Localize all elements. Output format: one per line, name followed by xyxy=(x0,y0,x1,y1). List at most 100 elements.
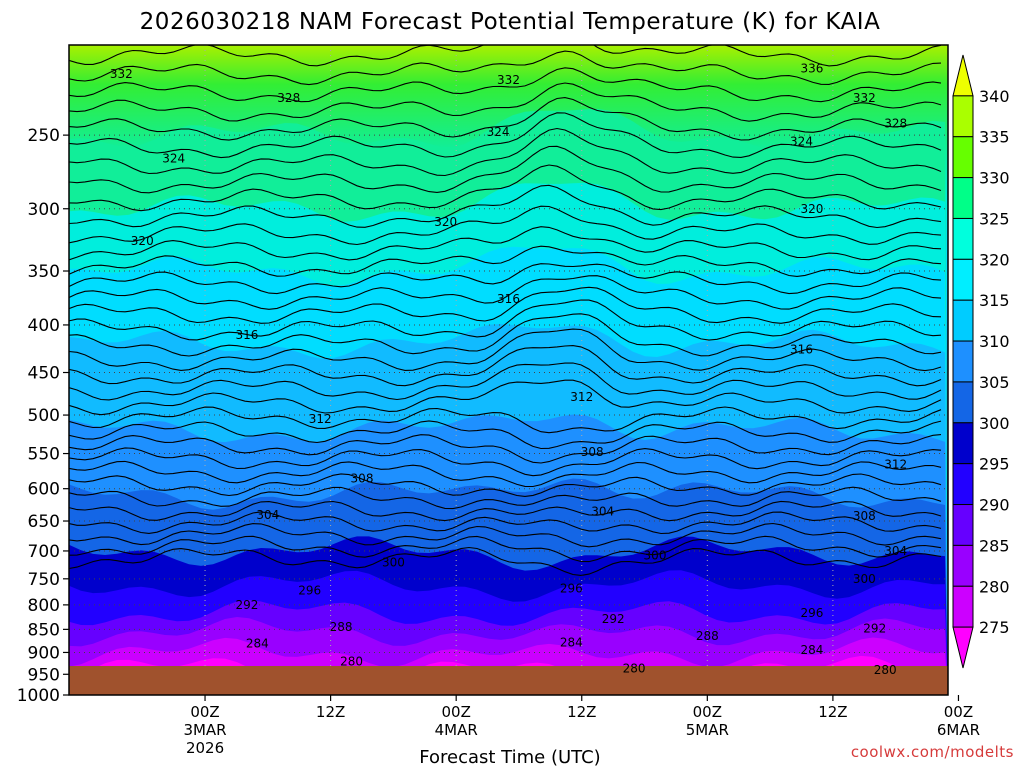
isentrope-line xyxy=(69,511,942,535)
contour-label-text: 308 xyxy=(581,445,604,459)
colorbar-label: 335 xyxy=(979,128,1010,147)
isentrope-line xyxy=(69,500,942,522)
contour-label: 296 xyxy=(298,583,321,597)
colorbar-label: 290 xyxy=(979,496,1010,515)
contour-label: 316 xyxy=(497,292,520,306)
isentrope-line xyxy=(69,473,942,497)
contour-label: 316 xyxy=(235,328,258,342)
contour-label-text: 296 xyxy=(560,581,583,595)
contour-label-text: 316 xyxy=(235,328,258,342)
y-tick-label: 500 xyxy=(28,406,60,426)
colorbar-label: 310 xyxy=(979,332,1010,351)
y-tick-label: 650 xyxy=(28,512,60,532)
x-axis-label: Forecast Time (UTC) xyxy=(419,747,600,768)
isentrope-line xyxy=(69,127,942,177)
contour-label: 324 xyxy=(790,135,813,149)
y-tick-label: 450 xyxy=(28,364,60,384)
y-tick-label: 350 xyxy=(28,262,60,282)
isentrope-line xyxy=(69,45,942,67)
colorbar-label: 325 xyxy=(979,209,1010,228)
isentrope-line xyxy=(69,164,942,212)
x-tick-label: 12Z xyxy=(818,703,847,721)
contour-label-text: 332 xyxy=(497,73,520,87)
contour-label: 336 xyxy=(801,62,824,76)
contour-label: 288 xyxy=(330,620,353,634)
contour-label: 332 xyxy=(497,73,520,87)
contour-label-text: 308 xyxy=(351,471,374,485)
isentrope-line xyxy=(69,82,942,122)
isentrope-line xyxy=(69,362,942,401)
contour-label: 284 xyxy=(801,643,824,657)
contour-label: 320 xyxy=(434,215,457,229)
isentrope-line xyxy=(69,535,942,563)
colorbar-segment xyxy=(952,585,974,628)
colorbar-segment xyxy=(952,381,974,424)
contour-label-text: 300 xyxy=(382,555,405,569)
isentrope-line xyxy=(69,522,942,548)
contour-label-text: 332 xyxy=(110,67,133,81)
x-tick-label: 5MAR xyxy=(686,721,729,739)
contour-label-text: 296 xyxy=(801,606,824,620)
contour-label-text: 280 xyxy=(874,663,897,677)
gridlines xyxy=(69,45,948,695)
contour-label-text: 296 xyxy=(298,583,321,597)
isentrope-line xyxy=(69,486,942,510)
isentrope-line xyxy=(69,145,942,194)
contour-label: 332 xyxy=(110,67,133,81)
contour-label-text: 284 xyxy=(560,635,583,649)
x-tick-label: 00Z xyxy=(190,703,219,721)
isentrope-line xyxy=(69,345,942,387)
contour-label: 280 xyxy=(874,663,897,677)
isentrope-line xyxy=(69,328,942,372)
contour-label: 300 xyxy=(644,549,667,563)
contour-label: 296 xyxy=(801,606,824,620)
contour-label-text: 304 xyxy=(884,544,907,558)
contour-label: 284 xyxy=(246,636,269,650)
contour-label: 300 xyxy=(853,572,876,586)
contour-label: 292 xyxy=(235,598,258,612)
y-tick-label: 300 xyxy=(28,200,60,220)
y-axis: 250 300 350 400 450 500 550 600 650 700 750 800 850 9… xyxy=(17,126,69,706)
colorbar-segment xyxy=(952,504,974,546)
isentrope-line xyxy=(69,50,942,86)
contour-label-text: 312 xyxy=(309,412,332,426)
colorbar-label: 305 xyxy=(979,373,1010,392)
colorbar-segment xyxy=(952,340,974,383)
colorbar-label: 315 xyxy=(979,291,1010,310)
contour-label-text: 280 xyxy=(340,654,363,668)
contour-label: 296 xyxy=(560,581,583,595)
y-tick-label: 600 xyxy=(28,480,60,500)
contour-label: 328 xyxy=(884,117,907,131)
contour-label-text: 304 xyxy=(256,508,279,522)
colorbar-segment xyxy=(952,177,974,219)
isentrope-line xyxy=(69,226,942,261)
isentrope-line xyxy=(69,97,942,141)
contour-label-text: 320 xyxy=(801,202,824,216)
isentrope-line xyxy=(69,67,942,103)
contour-label: 320 xyxy=(801,202,824,216)
x-tick-label: 00Z xyxy=(441,703,470,721)
colorbar-segment xyxy=(952,299,974,342)
isentrope-line xyxy=(69,112,942,159)
colorbar-label: 340 xyxy=(979,87,1010,106)
chart-title: 2026030218 NAM Forecast Potential Temper… xyxy=(140,9,881,35)
contour-label-text: 312 xyxy=(570,390,593,404)
contour-label: 320 xyxy=(131,234,154,248)
contour-label-text: 328 xyxy=(884,117,907,131)
contour-label-text: 292 xyxy=(235,598,258,612)
colorbar-label: 275 xyxy=(979,618,1010,637)
isentrope-line xyxy=(69,460,942,488)
contour-label: 304 xyxy=(256,508,279,522)
x-tick-label: 3MAR xyxy=(183,721,226,739)
contour-label-text: 332 xyxy=(853,91,876,105)
contour-label: 292 xyxy=(602,612,625,626)
contour-label-text: 324 xyxy=(487,125,510,139)
colorbar-segment xyxy=(952,463,974,506)
contour-label: 308 xyxy=(581,445,604,459)
colorbar: 340 335 330 325 320 315 310 305 300 295 290 285 280 2… xyxy=(952,54,1010,669)
contour-label-text: 288 xyxy=(696,629,719,643)
colorbar-segment xyxy=(952,422,974,465)
isentrope-line xyxy=(69,286,942,324)
